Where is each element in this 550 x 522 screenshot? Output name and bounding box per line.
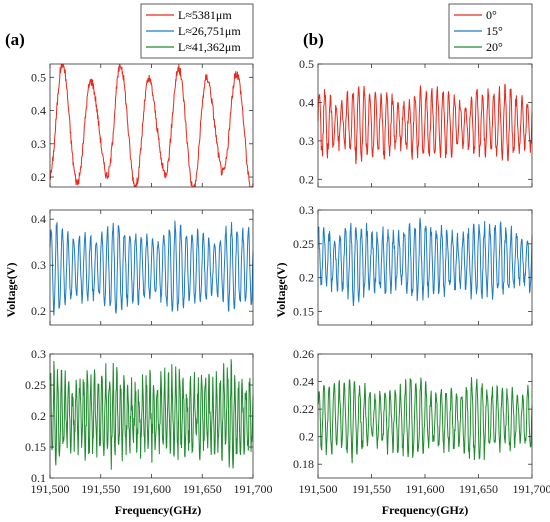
y-axis-title-right: Voltage(V) xyxy=(274,263,288,318)
series-line-b-1-0 xyxy=(317,83,533,165)
y-tick-label: 0.24 xyxy=(293,375,314,389)
plot-b-1: 0.2 0.3 0.4 0.5 xyxy=(299,57,533,188)
y-tick-label: 0.2 xyxy=(299,172,314,186)
y-tick-label: 0.25 xyxy=(25,378,46,392)
x-tick-label: 191,650 xyxy=(183,482,222,496)
y-tick-label: 0.15 xyxy=(293,304,314,318)
plot-a-1: 0.2 0.3 0.4 0.5 xyxy=(31,63,254,188)
series-line-b-2-0 xyxy=(317,217,533,306)
y-tick-label: 0.2 xyxy=(31,170,46,184)
plot-b-3: 0.18 0.2 0.22 0.24 0.26 191,500 191,550 191,600… xyxy=(293,347,550,496)
legend-entry: L≈41,362μm xyxy=(178,40,241,54)
y-tick-label: 0.2 xyxy=(31,304,46,318)
y-tick-label: 0.2 xyxy=(31,409,46,423)
legend-a: L≈5381μm L≈26,751μm L≈41,362μm xyxy=(140,3,254,59)
y-tick-label: 0.2 xyxy=(299,430,314,444)
panel-label-b: (b) xyxy=(303,30,324,49)
plot-a-2: 0.2 0.3 0.4 xyxy=(31,209,254,326)
y-tick-label: 0.1 xyxy=(31,471,46,485)
x-tick-label: 191,700 xyxy=(234,482,273,496)
y-tick-label: 0.3 xyxy=(31,258,46,272)
y-tick-label: 0.5 xyxy=(31,70,46,84)
plot-b-2: 0.15 0.2 0.25 0.3 xyxy=(293,203,533,326)
legend-entry: L≈26,751μm xyxy=(178,24,241,38)
series-line-a-2-0 xyxy=(49,220,254,316)
legend-b: 0° 15° 20° xyxy=(448,3,533,59)
x-tick-label: 191,600 xyxy=(132,482,171,496)
y-tick-label: 0.3 xyxy=(299,203,314,217)
y-tick-label: 0.26 xyxy=(293,347,314,361)
y-tick-label: 0.3 xyxy=(31,347,46,361)
y-tick-label: 0.3 xyxy=(31,137,46,151)
y-tick-label: 0.4 xyxy=(299,95,314,109)
legend-entry: L≈5381μm xyxy=(178,8,232,22)
x-tick-label: 191,700 xyxy=(513,482,550,496)
series-line-a-1-0 xyxy=(49,63,254,188)
y-tick-label: 0.25 xyxy=(293,237,314,251)
y-tick-label: 0.18 xyxy=(293,457,314,471)
x-tick-label: 191,500 xyxy=(31,482,70,496)
y-tick-label: 0.5 xyxy=(299,57,314,71)
panel-label-a: (a) xyxy=(5,30,25,49)
plot-a-3: 0.1 0.15 0.2 0.25 0.3 191,500 191,550 191,600 19… xyxy=(25,347,273,496)
x-axis-title-right: Frequency(GHz) xyxy=(382,503,468,517)
y-tick-label: 0.2 xyxy=(299,271,314,285)
y-tick-label: 0.15 xyxy=(25,440,46,454)
y-tick-label: 0.3 xyxy=(299,134,314,148)
x-tick-label: 191,500 xyxy=(299,482,338,496)
y-tick-label: 0.4 xyxy=(31,104,46,118)
y-tick-label: 0.4 xyxy=(31,212,46,226)
x-tick-label: 191,600 xyxy=(406,482,445,496)
legend-entry: 20° xyxy=(486,40,503,54)
legend-entry: 15° xyxy=(486,24,503,38)
y-axis-title-left: Voltage(V) xyxy=(4,263,18,318)
x-tick-label: 191,650 xyxy=(459,482,498,496)
x-tick-label: 191,550 xyxy=(81,482,120,496)
x-axis-title-left: Frequency(GHz) xyxy=(115,503,201,517)
x-tick-label: 191,550 xyxy=(352,482,391,496)
legend-entry: 0° xyxy=(486,8,497,22)
y-tick-label: 0.22 xyxy=(293,402,314,416)
series-line-b-3-0 xyxy=(317,377,533,464)
series-line-a-3-0 xyxy=(49,359,254,470)
